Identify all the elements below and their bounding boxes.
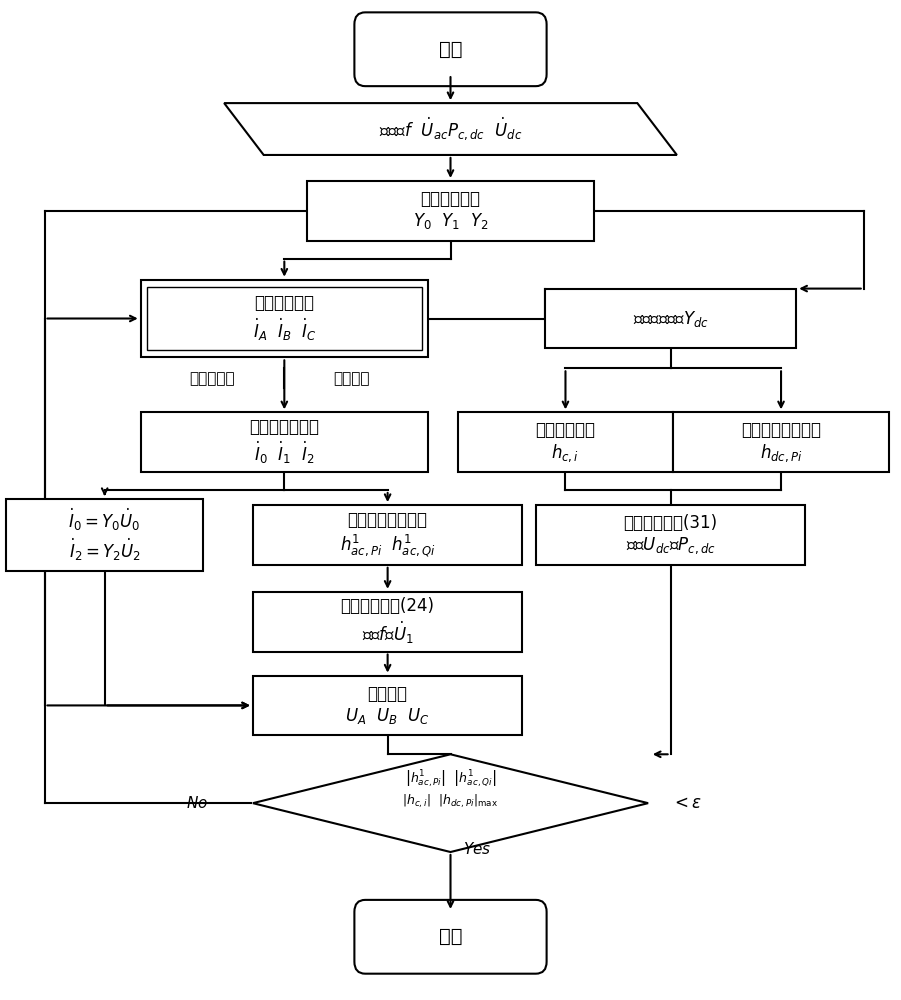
FancyBboxPatch shape bbox=[536, 505, 805, 565]
FancyBboxPatch shape bbox=[6, 499, 204, 571]
Text: 相序转换: 相序转换 bbox=[333, 371, 370, 386]
FancyBboxPatch shape bbox=[545, 289, 796, 348]
Text: 输出: 输出 bbox=[439, 927, 462, 946]
FancyBboxPatch shape bbox=[458, 412, 673, 472]
Text: 节点注入序电流
$\dot{I}_0$  $\dot{I}_1$  $\dot{I}_2$: 节点注入序电流 $\dot{I}_0$ $\dot{I}_1$ $\dot{I}… bbox=[250, 418, 319, 466]
Text: 求解迭代方程(31)
更新$U_{dc}$、$P_{c,dc}$: 求解迭代方程(31) 更新$U_{dc}$、$P_{c,dc}$ bbox=[623, 514, 717, 556]
FancyBboxPatch shape bbox=[253, 676, 523, 735]
Text: $\left|h^1_{ac,Pi}\right|$  $\left|h^1_{ac,Qi}\right|$
$\left|h_{c,i}\right|$  $: $\left|h^1_{ac,Pi}\right|$ $\left|h^1_{a… bbox=[403, 769, 498, 810]
FancyBboxPatch shape bbox=[673, 412, 888, 472]
Text: $<\varepsilon$: $<\varepsilon$ bbox=[670, 794, 701, 812]
Text: 直流功率平衡方程
$h_{dc,Pi}$: 直流功率平衡方程 $h_{dc,Pi}$ bbox=[741, 421, 821, 464]
Text: 节点注入电流
$\dot{I}_A$  $\dot{I}_B$  $\dot{I}_C$: 节点注入电流 $\dot{I}_A$ $\dot{I}_B$ $\dot{I}_… bbox=[252, 294, 316, 343]
FancyBboxPatch shape bbox=[354, 900, 547, 974]
Text: 边界平衡方程
$h_{c,i}$: 边界平衡方程 $h_{c,i}$ bbox=[535, 421, 596, 464]
FancyBboxPatch shape bbox=[253, 592, 523, 652]
Text: 求解迭代方程(24)
更新$f$、$\dot{U}_1$: 求解迭代方程(24) 更新$f$、$\dot{U}_1$ bbox=[341, 597, 434, 646]
Text: 相序转换
$U_A$  $U_B$  $U_C$: 相序转换 $U_A$ $U_B$ $U_C$ bbox=[345, 685, 430, 726]
FancyBboxPatch shape bbox=[306, 181, 595, 241]
Text: $No$: $No$ bbox=[187, 795, 208, 811]
FancyBboxPatch shape bbox=[141, 280, 428, 357]
FancyBboxPatch shape bbox=[141, 412, 428, 472]
Text: 构建三序网络
$Y_0$  $Y_1$  $Y_2$: 构建三序网络 $Y_0$ $Y_1$ $Y_2$ bbox=[413, 190, 488, 231]
Text: $\dot{I}_0=Y_0\dot{U}_0$
$\dot{I}_2=Y_2\dot{U}_2$: $\dot{I}_0=Y_0\dot{U}_0$ $\dot{I}_2=Y_2\… bbox=[68, 507, 141, 563]
Text: 序电流补偿: 序电流补偿 bbox=[189, 371, 235, 386]
FancyBboxPatch shape bbox=[354, 12, 547, 86]
Polygon shape bbox=[224, 103, 677, 155]
Polygon shape bbox=[253, 754, 648, 852]
Text: 正序功率平衡方程
$h^1_{ac,Pi}$  $h^1_{ac,Qi}$: 正序功率平衡方程 $h^1_{ac,Pi}$ $h^1_{ac,Qi}$ bbox=[340, 511, 435, 559]
Text: 初始化$f$  $\dot{U}_{ac}$$P_{c,dc}$  $\dot{U}_{dc}$: 初始化$f$ $\dot{U}_{ac}$$P_{c,dc}$ $\dot{U}… bbox=[378, 116, 523, 142]
FancyBboxPatch shape bbox=[253, 505, 523, 565]
Text: 构建直流网络$Y_{dc}$: 构建直流网络$Y_{dc}$ bbox=[633, 309, 708, 329]
Text: 开始: 开始 bbox=[439, 40, 462, 59]
Text: $Yes$: $Yes$ bbox=[463, 841, 492, 857]
